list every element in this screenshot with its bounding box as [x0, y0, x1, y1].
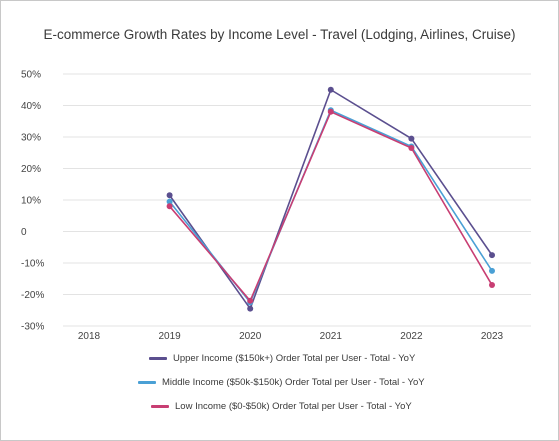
legend-swatch [138, 381, 156, 384]
series-line [168, 88, 493, 310]
legend-label: Low Income ($0-$50k) Order Total per Use… [175, 401, 412, 412]
series-lines [166, 86, 495, 312]
data-point [489, 252, 495, 259]
legend-item: Middle Income ($50k-$150k) Order Total p… [138, 377, 425, 388]
y-tick-label: -30% [21, 322, 44, 333]
x-tick-label: 2019 [158, 331, 181, 342]
chart-title: E-commerce Growth Rates by Income Level … [43, 27, 516, 42]
grid-lines [63, 73, 531, 327]
y-tick-label: -20% [21, 290, 44, 301]
legend-swatch [149, 357, 167, 360]
series-3 [166, 108, 495, 304]
x-tick-label: 2021 [320, 331, 343, 342]
data-point [489, 282, 495, 289]
series-line [168, 109, 493, 304]
x-tick-label: 2018 [78, 331, 101, 342]
y-tick-label: 20% [21, 164, 41, 175]
data-point [166, 192, 173, 199]
series-1 [166, 86, 495, 312]
y-tick-label: -10% [21, 259, 44, 270]
data-point [247, 297, 254, 304]
x-axis-ticks: 2018 2019 2020 2021 2022 2023 [78, 331, 504, 342]
y-axis-ticks: 50% 40% 30% 20% 10% 0 -10% -20% -30% [21, 70, 44, 333]
data-point [166, 203, 173, 210]
legend-label: Middle Income ($50k-$150k) Order Total p… [162, 377, 425, 388]
legend-label: Upper Income ($150k+) Order Total per Us… [173, 353, 416, 364]
data-point [408, 145, 415, 152]
y-tick-label: 50% [21, 70, 41, 81]
x-tick-label: 2020 [239, 331, 262, 342]
data-point [327, 86, 334, 93]
series-line [168, 111, 493, 302]
y-tick-label: 0 [21, 227, 27, 238]
y-tick-label: 10% [21, 196, 41, 207]
legend-item: Upper Income ($150k+) Order Total per Us… [149, 353, 415, 364]
x-tick-label: 2022 [400, 331, 423, 342]
legend-swatch [151, 405, 169, 408]
y-tick-label: 30% [21, 133, 41, 144]
data-point [247, 305, 254, 312]
legend-item: Low Income ($0-$50k) Order Total per Use… [151, 401, 412, 412]
data-point [327, 108, 334, 115]
data-point [489, 267, 495, 274]
data-point [166, 198, 173, 205]
y-tick-label: 40% [21, 101, 41, 112]
data-point [408, 135, 415, 142]
x-tick-label: 2023 [481, 331, 504, 342]
